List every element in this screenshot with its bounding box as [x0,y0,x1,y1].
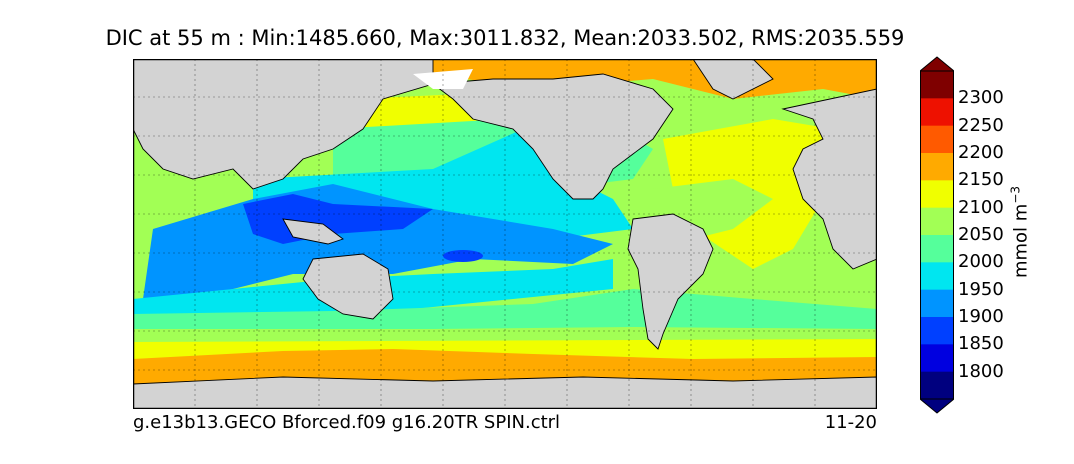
colorbar-cell [920,125,954,154]
run-id-label: g.e13b13.GECO Bforced.f09 g16.20TR SPIN.… [133,412,561,433]
land-europe-africa [781,88,877,270]
colorbar-unit-exponent: −3 [1008,185,1023,204]
colorbar-tick-label: 1850 [958,333,1004,355]
colorbar-cell [920,289,954,318]
plot-title: DIC at 55 m : Min:1485.660, Max:3011.832… [105,26,905,50]
colorbar-cell [920,180,954,209]
colorbar-unit-label: mmol m−3 [1009,186,1032,278]
colorbar-tick-label: 1900 [958,306,1004,327]
colorbar-tick-label: 2300 [958,87,1004,109]
colorbar-cell [920,371,954,400]
land-asia [133,59,434,190]
map-border [133,59,877,409]
graticule [133,59,877,409]
land-north-america [431,73,674,200]
field-pacific-blob [443,250,483,262]
colorbar-cell [920,98,954,127]
colorbar-extend-min [920,398,954,414]
colorbar [920,56,954,414]
colorbar-cell [920,317,954,345]
colorbar-frame [920,70,954,400]
land-australia [302,253,394,320]
colorbar-tick-label: 2000 [958,251,1004,273]
colorbar-tick-label: 2200 [958,142,1004,163]
colorbar-unit-text: mmol m [1010,203,1032,279]
colorbar-tick-label: 1800 [958,360,1004,382]
colorbar-cell [920,71,954,99]
colorbar-tick-label: 1950 [958,278,1004,300]
colorbar-tick-label: 2250 [958,114,1004,136]
colorbar-cell [920,235,954,263]
land-south-america [627,213,714,350]
colorbar-cell [920,344,954,373]
colorbar-cell [920,153,954,181]
colorbar-cell [920,207,954,236]
ocean-map [133,59,877,409]
colorbar-tick-label: 2050 [958,224,1004,245]
colorbar-tick-label: 2150 [958,169,1004,191]
colorbar-extend-max [920,56,954,72]
colorbar-cell [920,262,954,291]
land-maritime-continent [282,218,344,245]
date-label: 11-20 [824,412,877,433]
colorbar-tick-label: 2100 [958,196,1004,218]
